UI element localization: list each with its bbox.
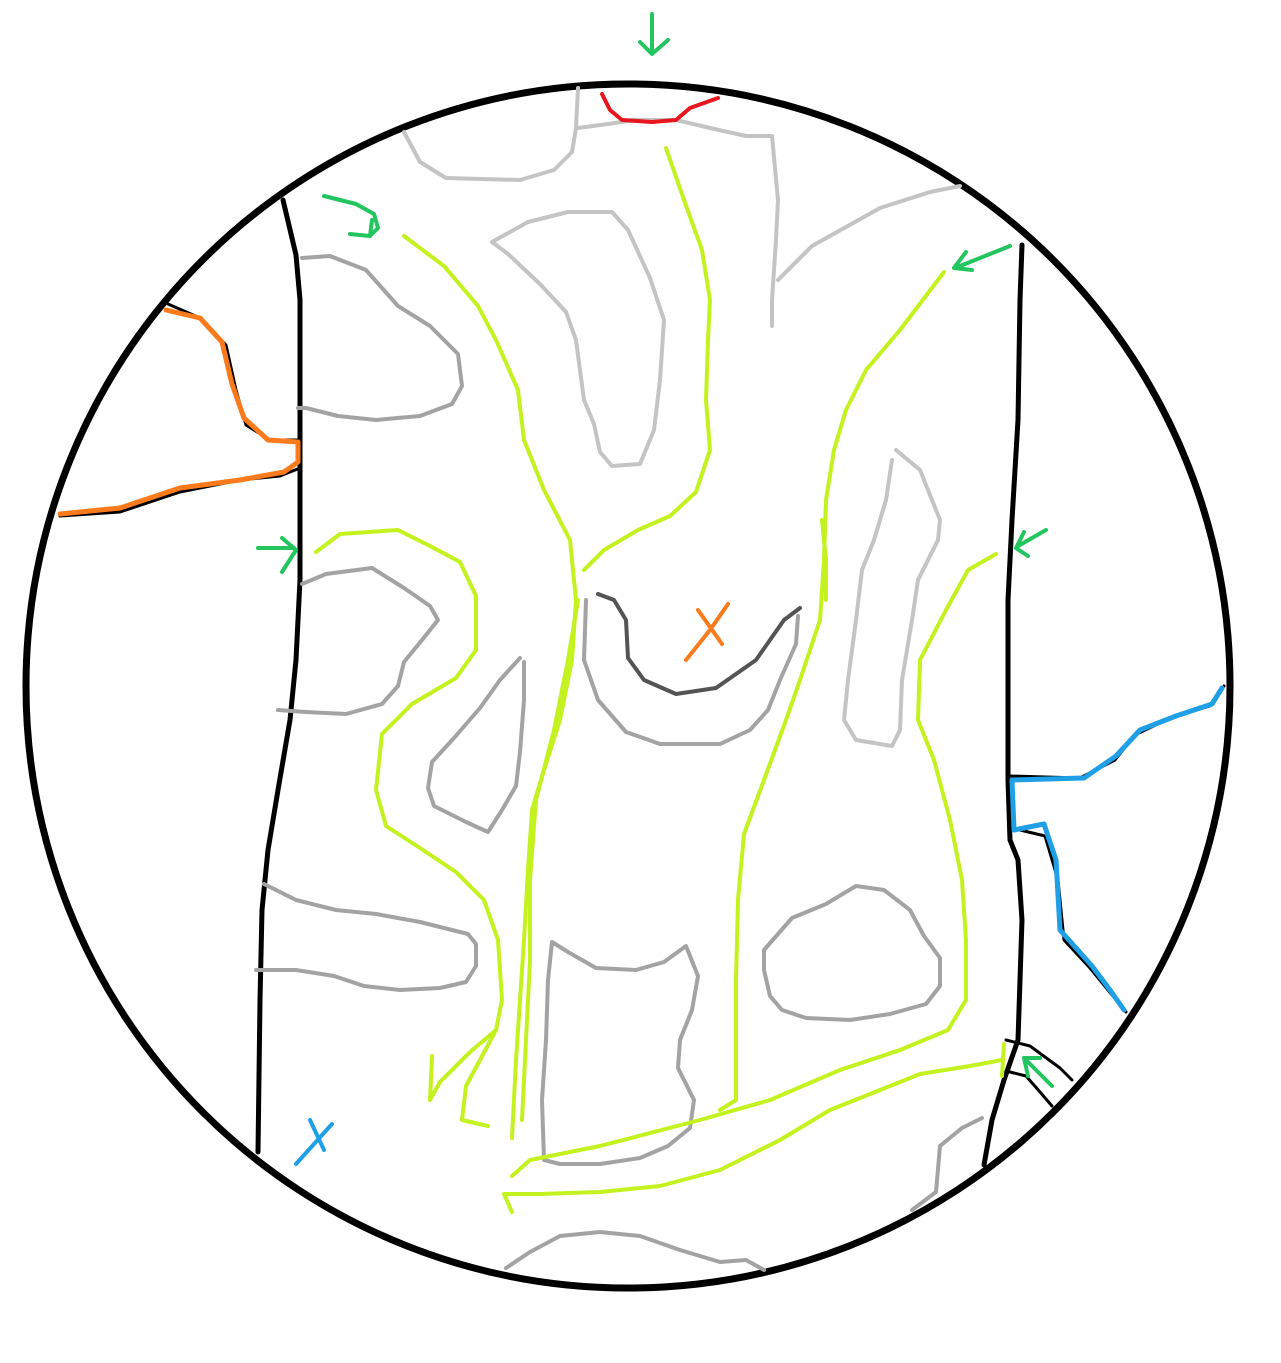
arrow-icon — [256, 536, 298, 574]
arrow-icon — [322, 194, 380, 238]
obstacle-leaf — [426, 656, 526, 834]
map-boundary-circle — [22, 80, 1234, 1292]
arrow-icon — [952, 244, 1012, 272]
wall-lines — [22, 80, 1234, 1292]
obstacle-crescent-inner — [596, 592, 802, 696]
right-passage-edge-lower — [1018, 828, 1128, 1014]
left-passage-edge-upper — [166, 302, 300, 442]
obstacle-top-left — [402, 86, 962, 328]
flow-path-bottom — [502, 1058, 1004, 1214]
x-marker-icon — [684, 602, 730, 662]
arrow-icon — [1022, 1056, 1054, 1088]
orange-boundary — [57, 307, 301, 517]
obstacle-left-upper — [296, 254, 464, 422]
blue-x-marker — [294, 1118, 334, 1166]
entry-arrows — [256, 12, 1054, 1088]
blue-boundary — [1009, 685, 1225, 1013]
obstacles — [254, 86, 984, 1272]
left-exit-edge — [57, 307, 301, 517]
obstacle-bottom-right — [762, 884, 942, 1022]
top-exit-marker — [600, 92, 720, 124]
obstacle-bottom-center — [540, 940, 700, 1166]
arrow-icon — [638, 12, 670, 56]
small-passage-loop — [1004, 1038, 1074, 1108]
obstacle-upper-middle — [490, 210, 666, 468]
flow-path-main-left — [402, 234, 578, 1140]
arrow-icon — [1014, 528, 1048, 558]
flow-path-right-meander — [510, 552, 998, 1178]
flow-path-stub — [1000, 1042, 1006, 1078]
flow-path-right-inner — [820, 518, 828, 602]
flow-path-top-center — [582, 146, 712, 572]
obstacle-bottom-left — [254, 882, 478, 992]
obstacle-bottom-arc — [504, 1230, 766, 1272]
flow-path-left-meander — [314, 528, 504, 1102]
red-boundary — [600, 92, 720, 124]
right-exit-edge — [1009, 685, 1225, 1013]
flow-paths — [314, 146, 1006, 1214]
obstacle-right-column — [842, 448, 942, 748]
right-passage-edge-upper — [1008, 684, 1226, 780]
obstacle-left-middle — [276, 566, 440, 716]
left-wall — [255, 197, 303, 1155]
x-marker-icon — [294, 1118, 334, 1166]
flow-path-right — [718, 270, 946, 1112]
obstacle-bottom-right-corner — [910, 1116, 984, 1212]
right-wall — [981, 242, 1025, 1168]
orange-x-marker — [684, 602, 730, 662]
obstacle-crescent-outer — [582, 598, 800, 746]
flow-path-left-inner — [520, 598, 580, 1122]
flow-path-left-branch — [460, 1028, 498, 1128]
